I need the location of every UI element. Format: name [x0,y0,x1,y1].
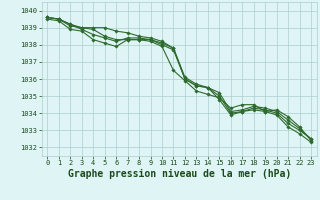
X-axis label: Graphe pression niveau de la mer (hPa): Graphe pression niveau de la mer (hPa) [68,169,291,179]
